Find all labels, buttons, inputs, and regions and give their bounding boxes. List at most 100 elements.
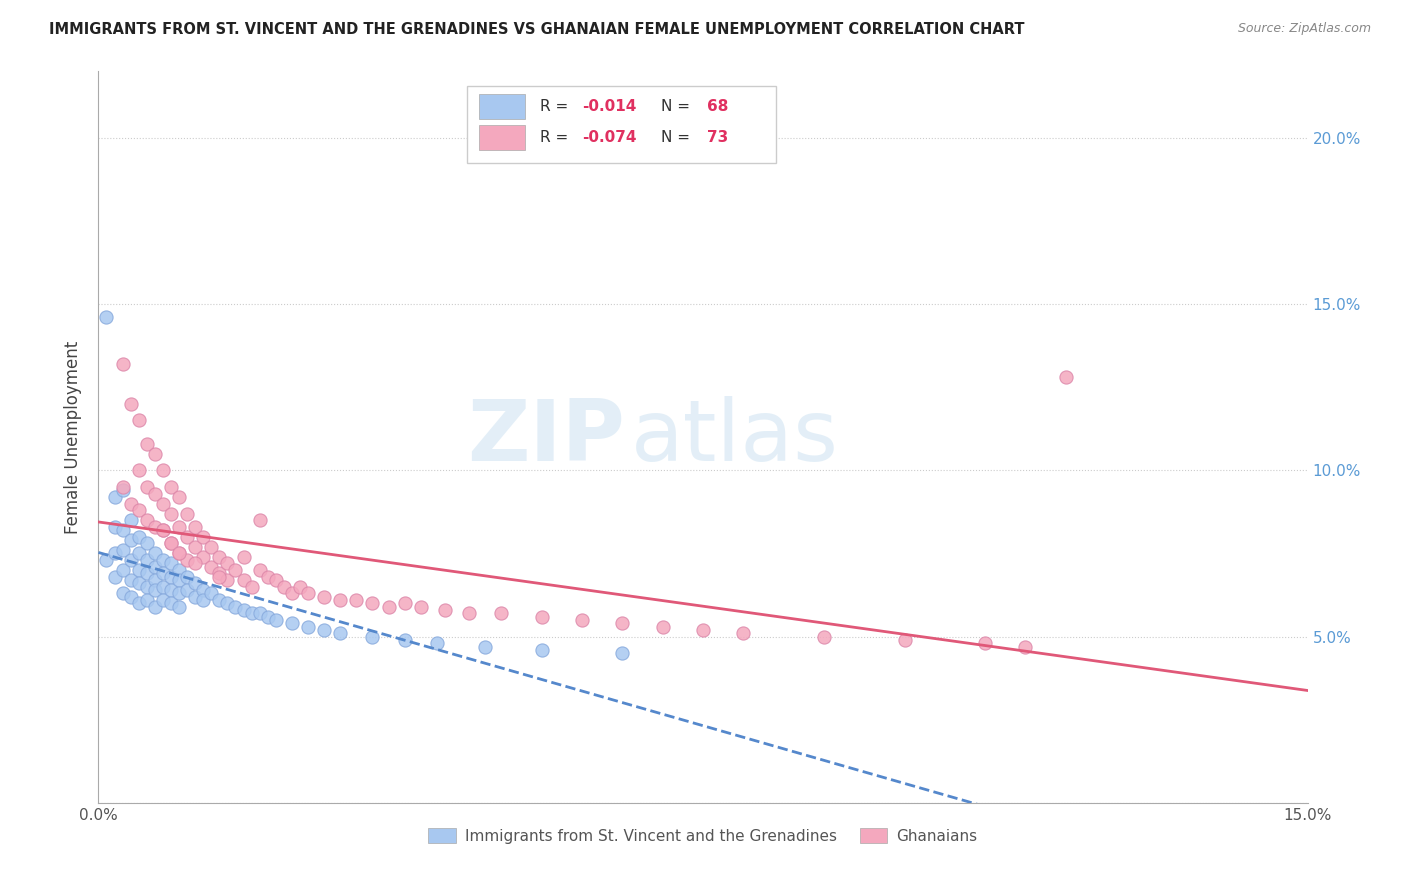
Point [160, 570, 183, 584]
Point [135, 553, 157, 567]
Point [111, 586, 134, 600]
Point [264, 613, 287, 627]
Point [111, 357, 134, 371]
Point [135, 436, 157, 450]
Point [434, 603, 457, 617]
Point [361, 630, 384, 644]
Point [120, 497, 142, 511]
Point [176, 582, 198, 597]
Point [128, 530, 150, 544]
Point [184, 520, 207, 534]
Point [152, 553, 174, 567]
Point [120, 590, 142, 604]
Point [256, 609, 278, 624]
Point [111, 480, 134, 494]
Text: Source: ZipAtlas.com: Source: ZipAtlas.com [1237, 22, 1371, 36]
Point [120, 533, 142, 548]
Point [167, 520, 190, 534]
Point [120, 553, 142, 567]
Point [692, 623, 714, 637]
Point [160, 507, 183, 521]
Point [193, 593, 215, 607]
Text: IMMIGRANTS FROM ST. VINCENT AND THE GRENADINES VS GHANAIAN FEMALE UNEMPLOYMENT C: IMMIGRANTS FROM ST. VINCENT AND THE GREN… [49, 22, 1025, 37]
Point [152, 566, 174, 581]
Point [103, 520, 125, 534]
Point [143, 599, 166, 614]
Point [184, 590, 207, 604]
Point [200, 540, 222, 554]
Point [208, 549, 231, 564]
Point [152, 593, 174, 607]
Point [344, 593, 367, 607]
Point [217, 557, 239, 571]
Point [264, 573, 287, 587]
Point [96, 553, 118, 567]
Point [612, 646, 634, 660]
Point [394, 596, 416, 610]
Point [409, 599, 432, 614]
Point [152, 497, 174, 511]
Point [160, 536, 183, 550]
Point [208, 593, 231, 607]
Point [167, 546, 190, 560]
Point [193, 530, 215, 544]
Point [458, 607, 481, 621]
FancyBboxPatch shape [467, 86, 776, 163]
Point [813, 630, 835, 644]
Point [297, 619, 319, 633]
Point [128, 576, 150, 591]
Point [111, 483, 134, 498]
Point [96, 310, 118, 325]
FancyBboxPatch shape [479, 94, 526, 119]
Point [651, 619, 673, 633]
Point [167, 586, 190, 600]
Text: atlas: atlas [630, 395, 838, 479]
Point [128, 503, 150, 517]
Point [612, 616, 634, 631]
Point [232, 549, 254, 564]
Point [103, 570, 125, 584]
Point [111, 543, 134, 558]
Text: -0.074: -0.074 [582, 129, 637, 145]
Point [240, 607, 263, 621]
Point [111, 563, 134, 577]
Point [152, 523, 174, 537]
Point [176, 507, 198, 521]
Point [224, 563, 246, 577]
Point [249, 513, 271, 527]
Text: R =: R = [540, 99, 568, 114]
Text: -0.014: -0.014 [582, 99, 637, 114]
Point [103, 546, 125, 560]
Text: R =: R = [540, 129, 568, 145]
Point [135, 536, 157, 550]
Point [288, 580, 311, 594]
Point [135, 593, 157, 607]
Point [530, 643, 553, 657]
Point [208, 570, 231, 584]
Point [152, 580, 174, 594]
Point [143, 520, 166, 534]
Point [176, 530, 198, 544]
Point [167, 546, 190, 560]
Point [426, 636, 449, 650]
Point [193, 549, 215, 564]
Point [329, 593, 352, 607]
Point [240, 580, 263, 594]
Point [893, 632, 915, 647]
Point [128, 563, 150, 577]
Text: 68: 68 [707, 99, 728, 114]
Point [143, 573, 166, 587]
Point [135, 566, 157, 581]
Point [281, 586, 304, 600]
Point [128, 596, 150, 610]
Point [394, 632, 416, 647]
Point [974, 636, 997, 650]
Point [111, 523, 134, 537]
Point [103, 490, 125, 504]
Point [208, 566, 231, 581]
Point [1014, 640, 1036, 654]
Point [135, 480, 157, 494]
Point [281, 616, 304, 631]
Text: 73: 73 [707, 129, 728, 145]
Point [256, 570, 278, 584]
